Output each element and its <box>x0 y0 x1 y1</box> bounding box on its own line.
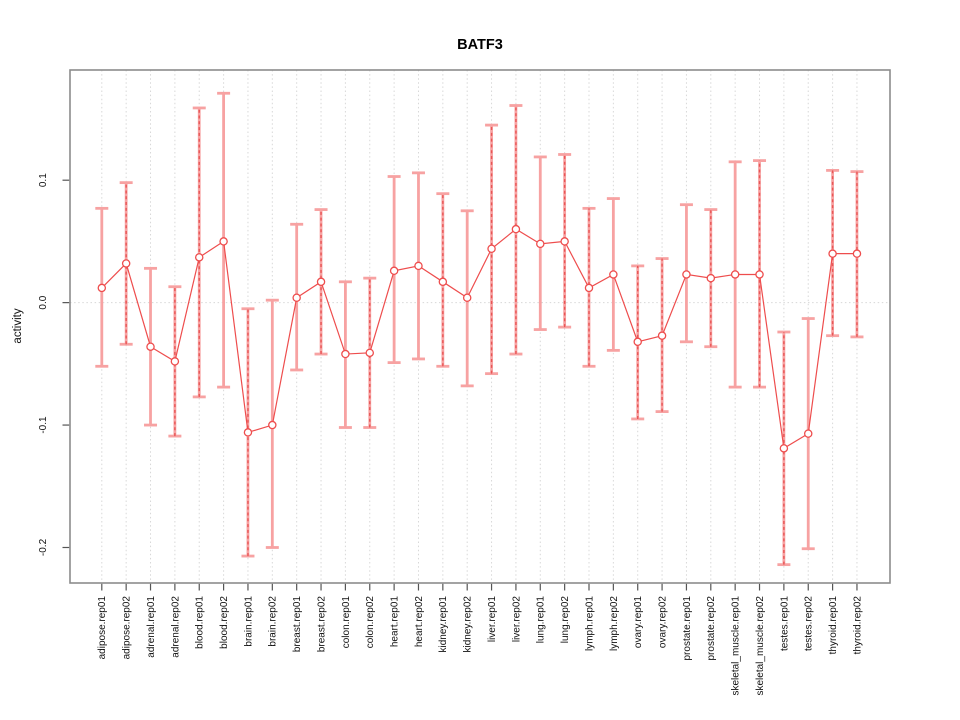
x-tick-label: colon.rep01 <box>341 596 352 649</box>
data-point <box>852 249 862 258</box>
x-tick-label: lymph.rep01 <box>584 596 595 651</box>
plot-border <box>69 69 891 584</box>
data-point <box>341 349 350 359</box>
data-point <box>414 261 423 271</box>
data-point <box>292 293 301 302</box>
x-tick-label: prostate.rep01 <box>682 596 693 661</box>
data-point <box>194 253 204 262</box>
x-tick-label: brain.rep01 <box>243 596 254 647</box>
data-point <box>560 237 569 246</box>
data-point <box>706 273 716 283</box>
plot-generated-content: adipose.rep01 adipose.rep02 adrenal.rep01 a… <box>38 69 891 696</box>
data-point <box>121 259 131 268</box>
data-point <box>536 239 545 249</box>
y-axis-label: activity <box>12 308 24 343</box>
data-point <box>755 270 764 279</box>
data-point <box>97 283 107 293</box>
data-point <box>219 237 228 246</box>
x-tick-label: lymph.rep02 <box>609 596 620 651</box>
data-point <box>803 429 813 438</box>
x-tick-label: kidney.rep01 <box>438 596 449 653</box>
data-point <box>633 337 642 347</box>
data-point <box>146 342 155 351</box>
data-point <box>584 283 594 293</box>
y-tick-label: -0.1 <box>38 416 49 434</box>
x-tick-label: prostate.rep02 <box>706 596 717 661</box>
data-point <box>462 293 472 302</box>
data-point <box>487 244 496 254</box>
x-tick-label: brain.rep02 <box>268 596 279 647</box>
x-tick-label: lung.rep02 <box>560 596 571 644</box>
x-tick-label: testes.rep01 <box>779 596 790 651</box>
y-tick-label: 0.1 <box>38 173 49 187</box>
x-tick-label: liver.rep01 <box>487 596 498 643</box>
y-tick-label: -0.2 <box>38 538 49 556</box>
data-point <box>438 277 448 287</box>
x-tick-label: ovary.rep01 <box>633 596 644 649</box>
data-point <box>365 348 375 358</box>
y-tick-label: 0.0 <box>38 295 49 309</box>
data-point <box>316 277 326 287</box>
series-line <box>101 228 857 450</box>
data-point <box>243 428 253 437</box>
data-point <box>657 331 667 340</box>
x-tick-label: blood.rep01 <box>195 596 206 649</box>
x-tick-label: skeletal_muscle.rep01 <box>731 596 742 696</box>
data-point <box>730 270 740 279</box>
x-tick-label: adrenal.rep02 <box>170 596 181 658</box>
x-tick-label: kidney.rep02 <box>463 596 474 653</box>
data-point <box>170 357 180 366</box>
x-tick-label: breast.rep02 <box>316 596 327 653</box>
chart-title: BATF3 <box>457 37 503 53</box>
x-tick-label: colon.rep02 <box>365 596 376 649</box>
x-tick-label: skeletal_muscle.rep02 <box>755 596 766 696</box>
x-tick-label: ovary.rep02 <box>657 596 668 649</box>
x-tick-label: adipose.rep01 <box>97 596 108 660</box>
data-point <box>828 249 837 258</box>
data-point <box>609 270 618 279</box>
x-tick-label: heart.rep01 <box>390 596 401 648</box>
data-point <box>511 224 521 234</box>
data-point <box>268 420 277 430</box>
x-tick-label: adipose.rep02 <box>122 596 133 660</box>
x-tick-label: breast.rep01 <box>292 596 303 653</box>
x-tick-label: blood.rep02 <box>219 596 230 649</box>
x-tick-label: liver.rep02 <box>511 596 522 643</box>
x-tick-label: testes.rep02 <box>804 596 815 651</box>
x-tick-label: adrenal.rep01 <box>146 596 157 658</box>
data-point <box>779 444 789 453</box>
x-tick-label: thyroid.rep02 <box>852 596 863 655</box>
data-point <box>682 270 691 279</box>
x-tick-label: thyroid.rep01 <box>828 596 839 655</box>
x-tick-label: lung.rep01 <box>536 596 547 644</box>
x-tick-label: heart.rep02 <box>414 596 425 648</box>
data-point <box>389 266 399 276</box>
